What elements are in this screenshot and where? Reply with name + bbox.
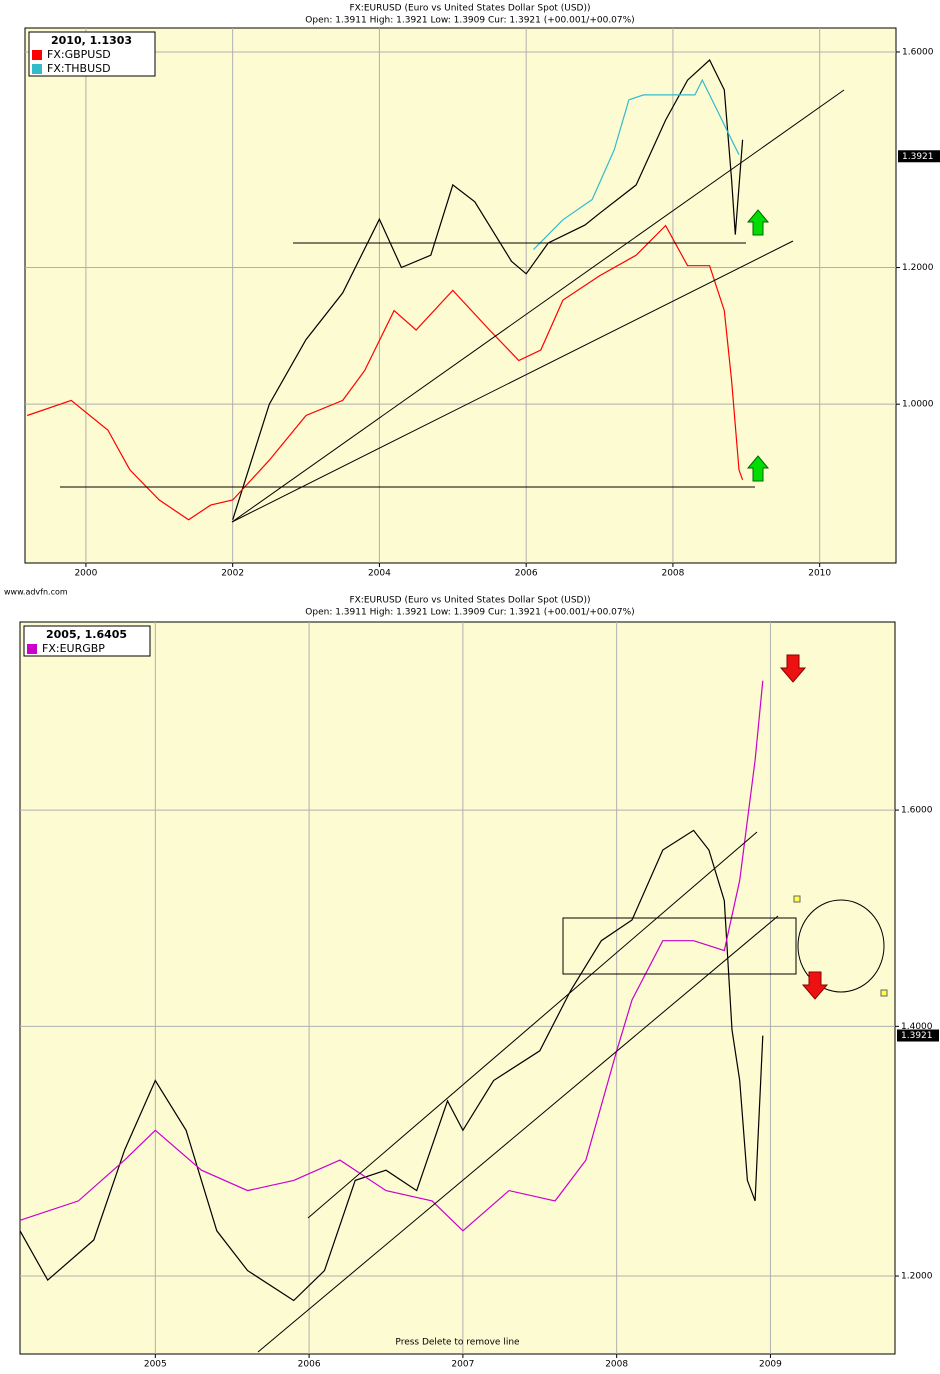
legend-label: FX:GBPUSD xyxy=(47,48,111,61)
down-arrow xyxy=(801,971,829,1000)
price-tag xyxy=(897,1029,939,1042)
x-tick-label: 2009 xyxy=(759,1360,782,1370)
chart-title: FX:EURUSD (Euro vs United States Dollar … xyxy=(349,596,590,606)
legend-label: FX:THBUSD xyxy=(47,62,111,75)
handle[interactable] xyxy=(880,989,888,997)
x-tick-label: 2010 xyxy=(808,569,831,579)
y-tick-label: 1.4000 xyxy=(901,1022,933,1032)
plot-area xyxy=(19,621,896,1355)
x-tick-label: 2002 xyxy=(221,569,244,579)
up-arrow xyxy=(746,455,770,482)
chart-subtitle: Open: 1.3911 High: 1.3921 Low: 1.3909 Cu… xyxy=(305,16,634,26)
legend-header: 2010, 1.1303 xyxy=(51,34,132,47)
legend xyxy=(28,31,156,77)
trend-line[interactable] xyxy=(231,89,845,523)
y-tick-label: 1.2000 xyxy=(902,263,934,273)
trend-line[interactable] xyxy=(307,831,758,1219)
legend-label: FX:EURGBP xyxy=(42,642,105,655)
chart-title: FX:EURUSD (Euro vs United States Dollar … xyxy=(349,4,590,14)
chart-subtitle: Open: 1.3911 High: 1.3921 Low: 1.3909 Cu… xyxy=(305,608,634,618)
watermark: www.advfn.com xyxy=(4,588,68,597)
legend-swatch xyxy=(32,50,42,60)
trend-line[interactable] xyxy=(257,915,779,1353)
legend-header: 2005, 1.6405 xyxy=(46,628,127,641)
legend xyxy=(23,625,151,657)
y-tick-label: 1.2000 xyxy=(901,1272,933,1282)
handle[interactable] xyxy=(793,895,801,903)
circle[interactable] xyxy=(797,899,885,993)
annotations xyxy=(60,89,888,1353)
x-tick-label: 2004 xyxy=(368,569,391,579)
charts: FX:EURUSD (Euro vs United States Dollar … xyxy=(19,4,940,1370)
up-arrow xyxy=(746,209,770,236)
x-tick-label: 2005 xyxy=(144,1360,167,1370)
y-tick-label: 1.6000 xyxy=(902,47,934,57)
down-arrow xyxy=(779,654,807,683)
rectangle[interactable] xyxy=(562,917,797,975)
x-tick-label: 2008 xyxy=(605,1360,628,1370)
x-tick-label: 2008 xyxy=(661,569,684,579)
series-line xyxy=(19,829,764,1302)
x-tick-label: 2000 xyxy=(74,569,97,579)
price-tag-label: 1.3921 xyxy=(902,152,934,162)
series-line xyxy=(27,224,744,521)
legend-swatch xyxy=(32,64,42,74)
series-line xyxy=(19,680,764,1232)
y-tick-label: 1.6000 xyxy=(901,806,933,816)
price-tag xyxy=(898,150,940,163)
x-tick-label: 2007 xyxy=(451,1360,474,1370)
legend-swatch xyxy=(27,644,37,654)
x-tick-label: 2006 xyxy=(515,569,538,579)
price-tag-label: 1.3921 xyxy=(901,1031,933,1041)
y-tick-label: 1.0000 xyxy=(902,400,934,410)
series-line xyxy=(533,78,740,251)
note: Press Delete to remove line xyxy=(395,1338,520,1348)
x-tick-label: 2006 xyxy=(298,1360,321,1370)
plot-area xyxy=(24,27,897,564)
trend-line[interactable] xyxy=(231,240,794,523)
series-line xyxy=(232,59,744,520)
